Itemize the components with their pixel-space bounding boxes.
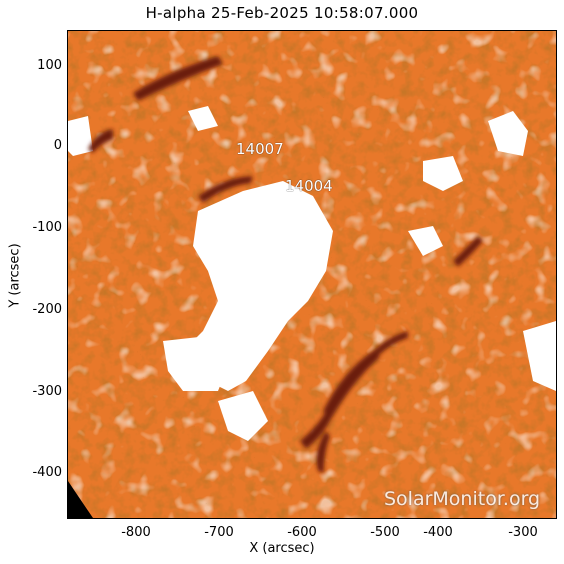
image-title: H-alpha 25-Feb-2025 10:58:07.000 <box>145 4 419 22</box>
y-tick-label: -200 <box>32 302 62 317</box>
watermark: SolarMonitor.org <box>384 488 541 510</box>
x-tick-label: -800 <box>121 525 151 540</box>
y-tick-label: 0 <box>53 138 62 153</box>
halpha-image <box>67 30 557 519</box>
filament <box>88 56 483 473</box>
active-region-label: 14007 <box>236 140 284 158</box>
active-region-label: 14004 <box>285 177 333 195</box>
y-tick-label: -400 <box>32 465 62 480</box>
x-tick-label: -700 <box>204 525 234 540</box>
y-tick-label: -100 <box>32 220 62 235</box>
y-tick-label: 100 <box>37 58 62 73</box>
x-tick-label: -600 <box>287 525 317 540</box>
limb-corner <box>68 481 93 518</box>
x-tick-label: -500 <box>370 525 400 540</box>
x-tick-label: -300 <box>508 525 538 540</box>
y-axis-title: Y (arcsec) <box>7 243 23 308</box>
y-tick-label: -300 <box>32 384 62 399</box>
x-axis-title: X (arcsec) <box>249 541 315 556</box>
x-tick-label: -400 <box>423 525 453 540</box>
plage-region <box>68 106 556 441</box>
